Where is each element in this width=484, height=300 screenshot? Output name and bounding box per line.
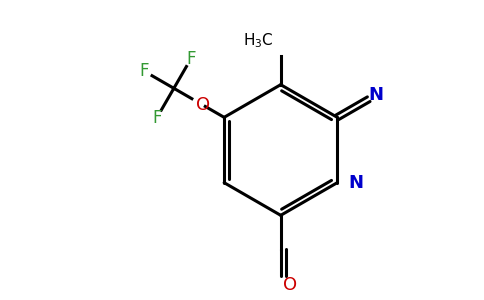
Text: O: O [283,275,297,293]
Text: F: F [152,109,162,127]
Text: O: O [196,96,210,114]
Text: N: N [348,174,363,192]
Text: F: F [186,50,196,68]
Text: N: N [369,86,384,104]
Text: F: F [140,62,149,80]
Text: H$_3$C: H$_3$C [243,31,273,50]
